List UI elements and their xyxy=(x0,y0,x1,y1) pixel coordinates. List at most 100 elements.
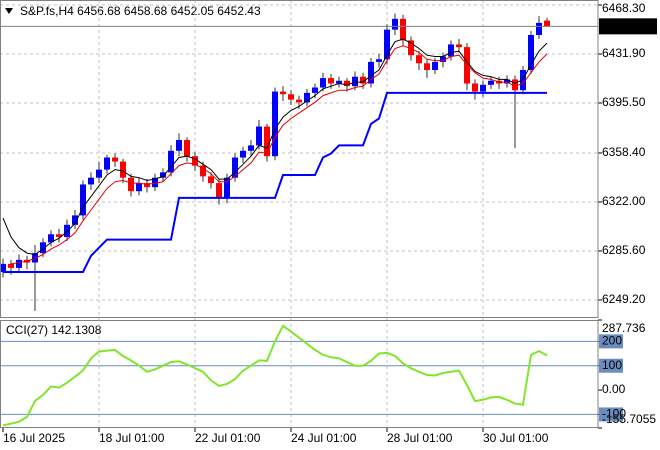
candle-body xyxy=(432,61,438,71)
x-tick-label: 30 Jul 01:00 xyxy=(483,431,549,445)
chart-title: S&P.fs,H4 6456.68 6458.68 6452.05 6452.4… xyxy=(20,4,261,18)
candle-body xyxy=(304,92,310,103)
last-price-box xyxy=(599,18,657,35)
candle-body xyxy=(320,78,326,88)
candle-body xyxy=(472,83,478,92)
candle-body xyxy=(384,29,390,60)
y-tick-label: 0.00 xyxy=(602,382,626,396)
candle-body xyxy=(8,263,14,268)
level-label-box xyxy=(599,334,623,349)
candle-body xyxy=(72,215,78,225)
candle-body xyxy=(88,177,94,185)
candle-body xyxy=(176,140,182,151)
candle-body xyxy=(344,80,350,87)
candle-body xyxy=(80,184,86,216)
candle-body xyxy=(264,126,270,157)
cci-line xyxy=(2,324,548,427)
candle-body xyxy=(528,35,534,71)
candle-body xyxy=(520,70,526,91)
candle-body xyxy=(392,18,398,30)
level-label-box xyxy=(599,358,623,373)
candle-body xyxy=(184,140,190,157)
y-tick-label: 6468.30 xyxy=(602,1,646,15)
candle-body xyxy=(144,183,150,188)
candle-body xyxy=(104,157,110,170)
candle-body xyxy=(544,20,550,27)
candle-body xyxy=(40,242,46,254)
collapse-icon[interactable] xyxy=(5,8,13,14)
candle-body xyxy=(0,263,6,272)
y-tick-label: 6285.60 xyxy=(602,243,646,257)
level-label-box xyxy=(599,407,623,422)
candle-body xyxy=(192,156,198,166)
y-tick-label: 6358.40 xyxy=(602,145,646,159)
candle-body xyxy=(168,150,174,173)
candle-body xyxy=(328,78,334,84)
x-tick-label: 28 Jul 01:00 xyxy=(387,431,453,445)
x-tick-label: 22 Jul 01:00 xyxy=(195,431,261,445)
candle-body xyxy=(416,55,422,64)
candle-body xyxy=(512,79,518,91)
candle-body xyxy=(96,169,102,178)
candle-body xyxy=(336,80,342,84)
candle-body xyxy=(216,183,222,198)
indicator-line xyxy=(2,38,548,256)
candle-body xyxy=(248,145,254,151)
candle-body xyxy=(488,80,494,85)
candle-body xyxy=(400,18,406,41)
candle-body xyxy=(16,259,22,268)
candle-body xyxy=(56,234,62,237)
candle-body xyxy=(160,172,166,178)
candle-body xyxy=(448,44,454,57)
indicator-line xyxy=(10,45,548,265)
y-tick-label: 6322.00 xyxy=(602,194,646,208)
candle-body xyxy=(152,177,158,188)
panel-border xyxy=(0,320,599,428)
candle-body xyxy=(480,84,486,92)
candle-body xyxy=(136,183,142,192)
candle-body xyxy=(296,99,302,103)
y-tick-label: 6431.90 xyxy=(602,46,646,60)
candle-body xyxy=(232,157,238,178)
candle-body xyxy=(208,176,214,184)
candle-body xyxy=(352,76,358,87)
candle-body xyxy=(240,150,246,158)
y-tick-label: -100 xyxy=(602,407,626,421)
candle-body xyxy=(456,44,462,48)
x-tick-label: 24 Jul 01:00 xyxy=(291,431,357,445)
candle-body xyxy=(48,234,54,243)
candle-body xyxy=(120,161,126,178)
y-tick-label: -155.7055 xyxy=(602,412,656,426)
candle-body xyxy=(376,59,382,62)
candle-body xyxy=(288,94,294,100)
candle-body xyxy=(360,76,366,84)
y-tick-label: 200 xyxy=(602,334,622,348)
last-price-label: 6452.43 xyxy=(602,19,646,33)
candle-body xyxy=(32,253,38,263)
candle-body xyxy=(440,56,446,62)
candle-body xyxy=(368,61,374,84)
candle-body xyxy=(112,157,118,162)
candle-body xyxy=(504,79,510,84)
candle-body xyxy=(128,177,134,192)
x-tick-label: 18 Jul 01:00 xyxy=(99,431,165,445)
candle-body xyxy=(424,63,430,71)
y-tick-label: 287.736 xyxy=(602,321,646,335)
y-tick-label: 6249.20 xyxy=(602,292,646,306)
candle-body xyxy=(408,40,414,56)
panel-border xyxy=(0,0,599,318)
candle-body xyxy=(200,165,206,177)
candle-body xyxy=(272,91,278,157)
y-tick-label: 6395.50 xyxy=(602,95,646,109)
candle-body xyxy=(312,87,318,93)
y-tick-label: 100 xyxy=(602,358,622,372)
candle-body xyxy=(224,177,230,198)
candle-body xyxy=(256,126,262,146)
indicator-title: CCI(27) 142.1308 xyxy=(6,323,102,337)
candle-body xyxy=(536,22,542,36)
candle-body xyxy=(280,91,286,95)
indicator-line xyxy=(3,91,547,273)
